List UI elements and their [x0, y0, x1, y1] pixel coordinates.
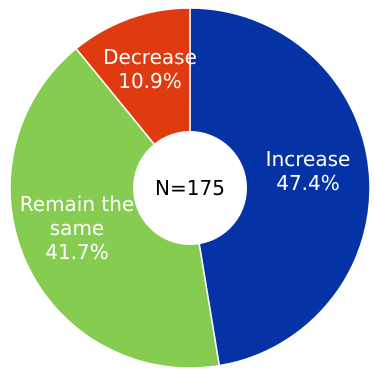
- slice-category-label: Decrease: [103, 45, 197, 69]
- slice-percent-label: 41.7%: [45, 240, 109, 264]
- center-hole: [133, 131, 247, 245]
- slice-percent-label: 47.4%: [276, 171, 340, 195]
- pie-slice-remain-the-same: [9, 47, 221, 369]
- center-label: N=175: [155, 176, 225, 200]
- slice-category-label: same: [50, 216, 104, 240]
- slice-category-label: Remain the: [20, 192, 134, 216]
- slice-category-label: Increase: [266, 147, 351, 171]
- pie-slice-increase: [189, 7, 371, 367]
- slice-percent-label: 10.9%: [118, 69, 182, 93]
